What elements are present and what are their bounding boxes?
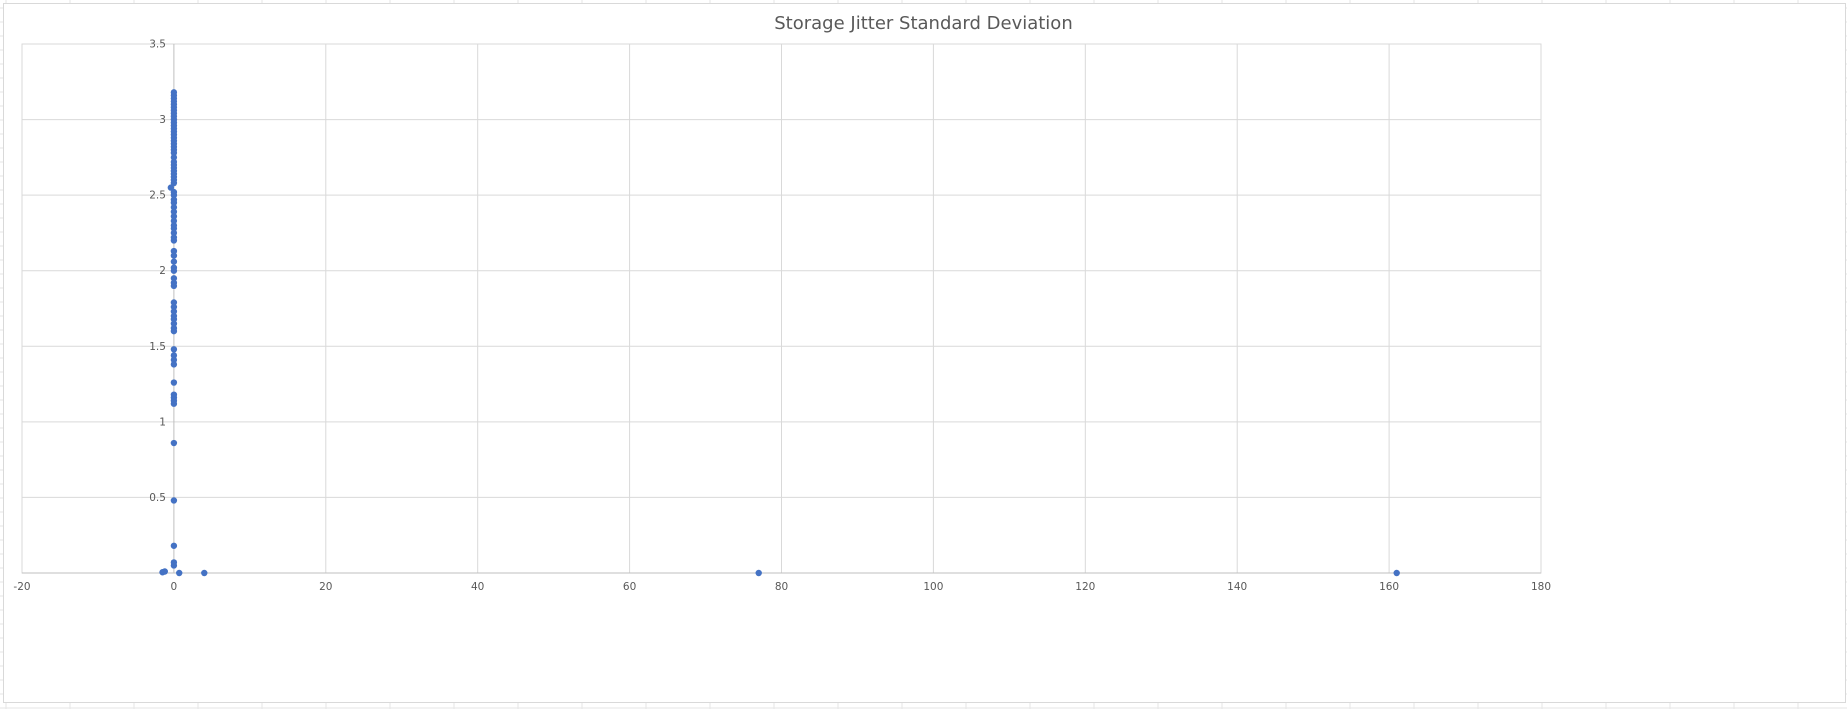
data-point — [170, 279, 178, 287]
x-tick-label: -20 — [13, 581, 30, 593]
x-tick-label: 40 — [471, 581, 484, 593]
data-point — [170, 324, 178, 332]
x-tick-label: 80 — [775, 581, 788, 593]
y-tick-label: 1 — [159, 416, 166, 428]
data-point — [170, 439, 178, 447]
data-point — [170, 252, 178, 259]
data-point — [201, 569, 208, 577]
data-point — [170, 234, 178, 241]
data-point — [170, 352, 178, 359]
data-point — [170, 308, 178, 315]
data-point — [167, 184, 175, 191]
data-point — [170, 222, 178, 229]
x-tick-label: 60 — [623, 581, 636, 593]
data-point — [170, 497, 178, 504]
data-point — [170, 229, 178, 237]
data-point — [170, 379, 178, 386]
x-tick-label: 160 — [1379, 581, 1399, 593]
x-tick-label: 140 — [1227, 581, 1247, 593]
chart-title: Storage Jitter Standard Deviation — [774, 13, 1073, 34]
data-point — [170, 542, 178, 549]
y-tick-label: 3 — [159, 114, 166, 126]
data-point — [755, 569, 762, 577]
data-point — [170, 204, 178, 211]
data-point — [170, 264, 178, 271]
data-point — [170, 320, 178, 327]
data-point — [170, 208, 178, 215]
data-point — [170, 196, 178, 203]
data-point — [170, 559, 178, 566]
data-point — [170, 391, 178, 398]
data-point — [170, 303, 178, 311]
data-point — [170, 247, 178, 255]
data-point — [161, 568, 168, 575]
x-tick-label: 0 — [171, 581, 178, 593]
data-point — [170, 346, 178, 353]
data-point — [170, 217, 178, 225]
data-point — [170, 275, 178, 282]
x-tick-label: 120 — [1075, 581, 1095, 593]
data-point — [1393, 569, 1400, 577]
data-point — [176, 569, 183, 577]
data-point — [170, 213, 178, 220]
y-tick-label: 2.5 — [149, 190, 166, 202]
data-point — [170, 356, 178, 364]
y-tick-label: 1.5 — [149, 341, 166, 353]
data-point — [170, 361, 178, 368]
x-tick-label: 180 — [1531, 581, 1551, 593]
data-point — [170, 258, 178, 265]
y-tick-label: 2 — [159, 265, 166, 277]
y-tick-label: 3.5 — [149, 39, 166, 51]
data-point — [170, 89, 178, 96]
x-tick-label: 20 — [319, 581, 332, 593]
data-point — [170, 158, 178, 166]
x-tick-label: 100 — [923, 581, 943, 593]
data-point — [170, 154, 178, 161]
data-point — [170, 312, 178, 320]
y-tick-label: 0.5 — [149, 492, 166, 504]
data-point — [170, 299, 178, 306]
data-point — [170, 188, 178, 196]
